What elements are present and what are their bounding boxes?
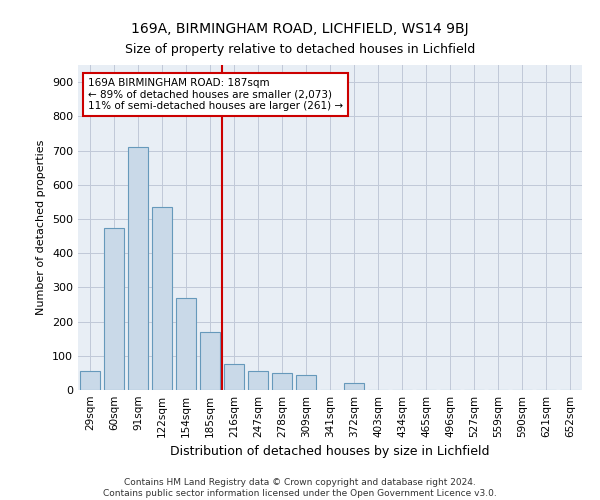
Bar <box>80 371 100 390</box>
Text: Contains HM Land Registry data © Crown copyright and database right 2024.
Contai: Contains HM Land Registry data © Crown c… <box>103 478 497 498</box>
Bar <box>344 383 364 390</box>
Bar <box>128 147 148 390</box>
Bar <box>104 228 124 390</box>
Bar <box>248 371 268 390</box>
X-axis label: Distribution of detached houses by size in Lichfield: Distribution of detached houses by size … <box>170 446 490 458</box>
Y-axis label: Number of detached properties: Number of detached properties <box>37 140 46 315</box>
Bar <box>272 373 292 390</box>
Bar <box>176 298 196 390</box>
Text: 169A BIRMINGHAM ROAD: 187sqm
← 89% of detached houses are smaller (2,073)
11% of: 169A BIRMINGHAM ROAD: 187sqm ← 89% of de… <box>88 78 343 111</box>
Bar <box>200 332 220 390</box>
Bar <box>296 374 316 390</box>
Bar <box>152 207 172 390</box>
Text: Size of property relative to detached houses in Lichfield: Size of property relative to detached ho… <box>125 42 475 56</box>
Text: 169A, BIRMINGHAM ROAD, LICHFIELD, WS14 9BJ: 169A, BIRMINGHAM ROAD, LICHFIELD, WS14 9… <box>131 22 469 36</box>
Bar <box>224 364 244 390</box>
